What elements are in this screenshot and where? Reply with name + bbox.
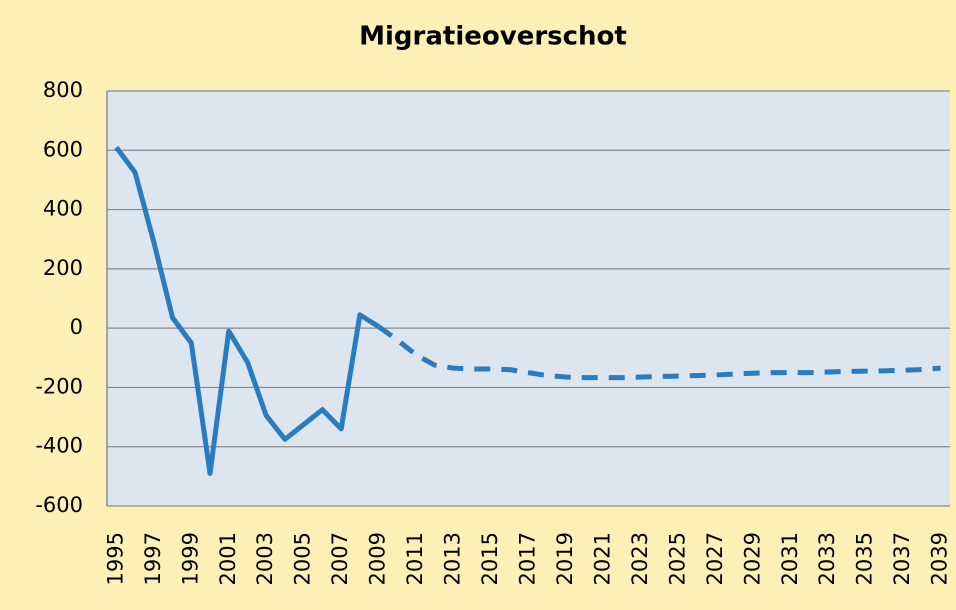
x-tick-label: 2039: [928, 532, 952, 585]
y-tick-label: 200: [43, 256, 83, 280]
x-tick-label: 2013: [441, 532, 465, 585]
x-tick-label: 2027: [703, 532, 727, 585]
y-tick-label: -200: [35, 374, 83, 398]
x-tick-label: 2011: [403, 532, 427, 585]
x-tick-label: 2037: [890, 532, 914, 585]
x-tick-label: 2023: [628, 532, 652, 585]
y-tick-label: 0: [70, 315, 83, 339]
plot-area: [107, 91, 950, 506]
x-tick-label: 1997: [141, 532, 165, 585]
y-tick-label: 400: [43, 197, 83, 221]
y-tick-label: 600: [43, 137, 83, 161]
y-tick-label: -600: [35, 493, 83, 517]
x-tick-label: 2001: [216, 532, 240, 585]
x-tick-label: 2009: [366, 532, 390, 585]
x-tick-label: 2025: [665, 532, 689, 585]
x-tick-label: 2017: [516, 532, 540, 585]
x-tick-label: 2033: [815, 532, 839, 585]
data-line: [114, 145, 380, 476]
x-tick-label: 2003: [253, 532, 277, 585]
y-tick-label: 800: [43, 78, 83, 102]
x-tick-label: 2019: [553, 532, 577, 585]
x-tick-label: 1995: [103, 532, 127, 585]
x-tick-label: 2007: [328, 532, 352, 585]
x-tick-label: 2031: [778, 532, 802, 585]
y-tick-label: -400: [35, 434, 83, 458]
chart-title: Migratieoverschot: [359, 22, 627, 52]
x-tick-label: 2029: [740, 532, 764, 585]
x-tick-label: 2015: [478, 532, 502, 585]
x-tick-label: 1999: [178, 532, 202, 585]
x-tick-label: 2021: [590, 532, 614, 585]
x-tick-label: 2005: [291, 532, 315, 585]
x-tick-label: 2035: [853, 532, 877, 585]
